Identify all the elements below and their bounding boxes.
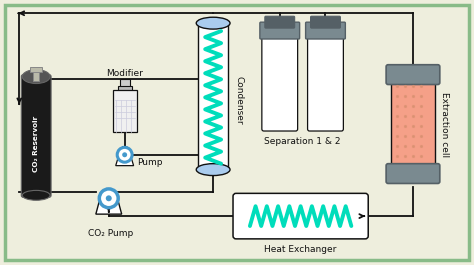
FancyBboxPatch shape xyxy=(260,22,300,39)
Polygon shape xyxy=(116,156,134,166)
Bar xyxy=(113,90,137,132)
Circle shape xyxy=(117,147,132,162)
FancyBboxPatch shape xyxy=(262,33,298,131)
Bar xyxy=(120,78,129,87)
Circle shape xyxy=(122,152,127,157)
Circle shape xyxy=(100,189,118,208)
Text: Condenser: Condenser xyxy=(235,76,244,125)
Polygon shape xyxy=(96,199,122,214)
Text: Separation 1 & 2: Separation 1 & 2 xyxy=(264,137,341,146)
Text: Extraction cell: Extraction cell xyxy=(440,91,449,157)
FancyBboxPatch shape xyxy=(308,33,343,131)
Ellipse shape xyxy=(22,70,50,83)
Text: Pump: Pump xyxy=(137,158,163,167)
FancyBboxPatch shape xyxy=(21,75,51,197)
Bar xyxy=(198,23,228,170)
FancyBboxPatch shape xyxy=(265,16,295,28)
Text: CO₂ Pump: CO₂ Pump xyxy=(88,229,133,238)
Bar xyxy=(391,78,435,170)
Ellipse shape xyxy=(22,190,50,200)
Text: Modifier: Modifier xyxy=(106,69,143,78)
FancyBboxPatch shape xyxy=(310,16,340,28)
Ellipse shape xyxy=(196,164,230,175)
Circle shape xyxy=(106,195,112,201)
Bar xyxy=(30,67,42,72)
FancyBboxPatch shape xyxy=(386,65,440,85)
Bar xyxy=(118,86,132,91)
FancyBboxPatch shape xyxy=(306,22,346,39)
Text: CO₂ Reservoir: CO₂ Reservoir xyxy=(33,116,39,172)
FancyBboxPatch shape xyxy=(233,193,368,239)
Bar xyxy=(33,67,39,81)
Ellipse shape xyxy=(196,17,230,29)
Text: Heat Exchanger: Heat Exchanger xyxy=(264,245,337,254)
FancyBboxPatch shape xyxy=(386,164,440,183)
